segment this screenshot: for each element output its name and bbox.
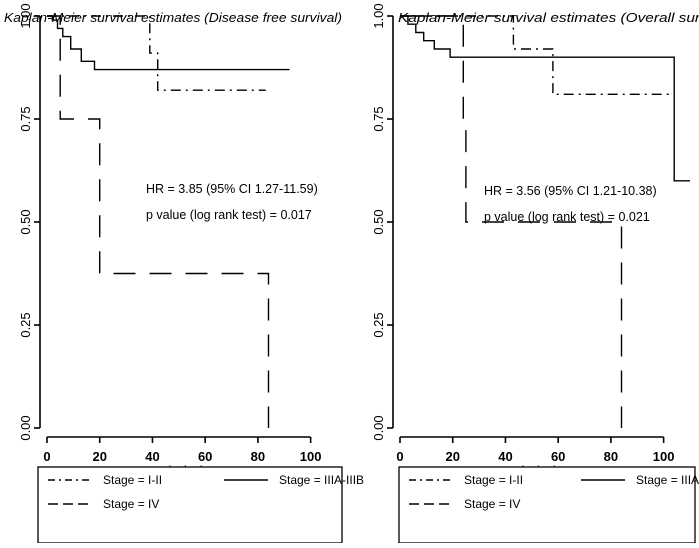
x-tick-label: 40 bbox=[145, 449, 159, 464]
km-curve-stage-iiia-iiib bbox=[47, 15, 290, 71]
x-tick-label: 20 bbox=[445, 449, 459, 464]
legend-label: Stage = IV bbox=[103, 497, 159, 511]
x-tick-label: 80 bbox=[604, 449, 618, 464]
km-curve-stage-i-ii bbox=[400, 15, 675, 96]
legend-label: Stage = I-II bbox=[103, 473, 162, 487]
chart-panel-1: Kaplan-Meier survival estimates (Disease… bbox=[4, 3, 364, 544]
hazard-ratio-annotation: HR = 3.85 (95% CI 1.27-11.59) bbox=[146, 182, 318, 196]
hazard-ratio-annotation: HR = 3.56 (95% CI 1.21-10.38) bbox=[484, 184, 657, 198]
y-tick-label: 0.00 bbox=[18, 415, 33, 440]
x-tick-label: 0 bbox=[396, 449, 403, 464]
x-tick-label: 60 bbox=[551, 449, 565, 464]
x-tick-label: 100 bbox=[300, 449, 322, 464]
y-tick-label: 0.75 bbox=[18, 106, 33, 131]
p-value-annotation: p value (log rank test) = 0.021 bbox=[484, 210, 650, 224]
p-value-annotation: p value (log rank test) = 0.017 bbox=[146, 208, 312, 222]
y-tick-label: 0.00 bbox=[371, 415, 386, 440]
x-tick-label: 60 bbox=[198, 449, 212, 464]
x-tick-label: 80 bbox=[251, 449, 265, 464]
y-tick-label: 0.75 bbox=[371, 106, 386, 131]
x-tick-label: 0 bbox=[43, 449, 50, 464]
chart-title: Kaplan-Meier survival estimates (Overall… bbox=[398, 11, 699, 25]
legend-label: Stage = IIIA-IIIB bbox=[636, 473, 699, 487]
y-tick-label: 0.50 bbox=[18, 209, 33, 234]
x-tick-label: 100 bbox=[653, 449, 675, 464]
km-curve-stage-i-ii bbox=[47, 15, 266, 91]
y-tick-label: 1.00 bbox=[18, 3, 33, 28]
y-tick-label: 0.25 bbox=[371, 312, 386, 337]
legend-label: Stage = IV bbox=[464, 497, 520, 511]
km-curve-stage-iiia-iiib bbox=[400, 15, 690, 182]
legend-label: Stage = I-II bbox=[464, 473, 523, 487]
km-curve-stage-iv bbox=[47, 15, 270, 428]
y-tick-label: 0.50 bbox=[371, 209, 386, 234]
x-tick-label: 40 bbox=[498, 449, 512, 464]
y-tick-label: 1.00 bbox=[371, 3, 386, 28]
chart-panel-2: Kaplan-Meier survival estimates (Overall… bbox=[371, 3, 699, 544]
legend-label: Stage = IIIA-IIIB bbox=[279, 473, 364, 487]
y-tick-label: 0.25 bbox=[18, 312, 33, 337]
x-tick-label: 20 bbox=[92, 449, 106, 464]
chart-title: Kaplan-Meier survival estimates (Disease… bbox=[4, 11, 342, 25]
